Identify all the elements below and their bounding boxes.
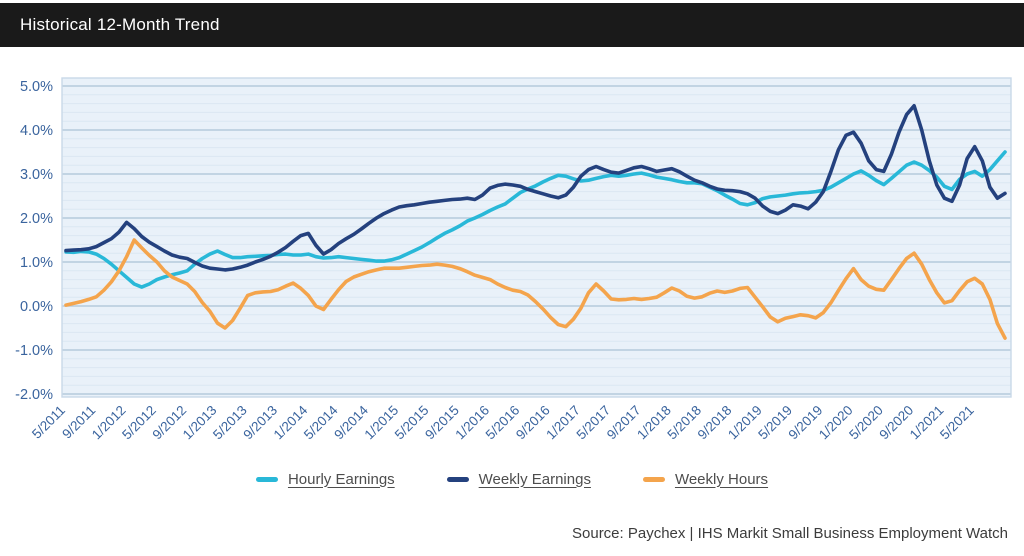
legend-item-hourly-earnings[interactable]: Hourly Earnings — [255, 470, 395, 488]
weekly-earnings-swatch-icon — [446, 476, 469, 482]
chart-canvas: 5.0% 4.0% 3.0% 2.0% 1.0% 0.0% -1.0% -2.0%5/2011… — [15, 77, 1012, 442]
x-tick-label: 5/2021 — [937, 403, 977, 443]
y-tick-label: -2.0% — [15, 387, 53, 403]
title-bar: Historical 12-Month Trend — [0, 3, 1024, 47]
plot-border — [61, 77, 1012, 398]
trend-chart: 5.0% 4.0% 3.0% 2.0% 1.0% 0.0% -1.0% -2.0% 5/2011… — [0, 47, 1024, 467]
gridlines — [62, 85, 1011, 395]
legend-item-weekly-hours[interactable]: Weekly Hours — [642, 470, 769, 488]
series-line-weekly-hours — [64, 238, 1007, 340]
y-tick-label: 1.0% — [20, 255, 53, 271]
y-tick-label: 5.0% — [20, 79, 53, 95]
y-tick-label: 0.0% — [20, 299, 53, 315]
legend-label[interactable]: Weekly Hours — [674, 470, 769, 488]
weekly-hours-swatch-icon — [642, 476, 665, 482]
y-tick-label: 2.0% — [20, 211, 53, 227]
y-tick-label: 3.0% — [20, 167, 53, 183]
legend-label[interactable]: Weekly Earnings — [478, 470, 591, 488]
legend-item-weekly-earnings[interactable]: Weekly Earnings — [446, 470, 591, 488]
x-tick-label: 5/2011 — [29, 403, 68, 442]
series-line-hourly-earnings — [64, 150, 1007, 289]
chart-legend: Hourly Earnings Weekly Earnings Weekly H… — [0, 466, 1024, 492]
y-tick-label: 4.0% — [20, 123, 53, 139]
series-line-weekly-earnings — [64, 104, 1007, 272]
x-axis-labels: 5/20119/20111/20125/20129/20121/20135/20… — [29, 402, 977, 442]
source-attribution: Source: Paychex | IHS Markit Small Busin… — [572, 525, 1008, 542]
page-title: Historical 12-Month Trend — [20, 15, 220, 34]
legend-label[interactable]: Hourly Earnings — [287, 470, 395, 488]
hourly-earnings-swatch-icon — [255, 476, 278, 482]
y-tick-label: -1.0% — [15, 343, 53, 359]
plot-area — [62, 78, 1011, 397]
y-axis-labels: 5.0% 4.0% 3.0% 2.0% 1.0% 0.0% -1.0% -2.0% — [15, 79, 53, 403]
